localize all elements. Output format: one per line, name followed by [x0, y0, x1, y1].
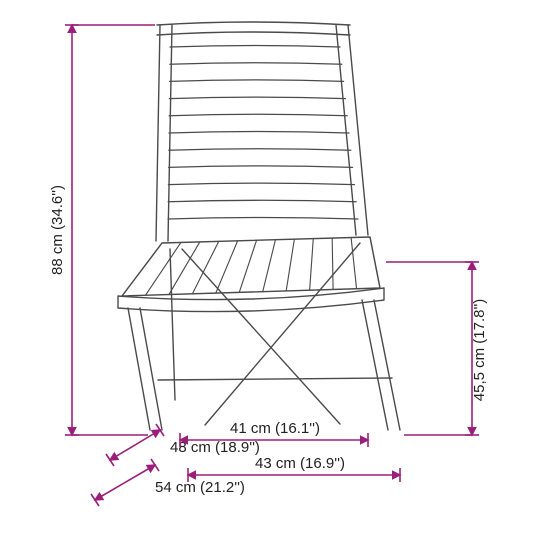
dim-label-height-total: 88 cm (34.6''): [49, 185, 66, 275]
chair-illustration: [118, 22, 400, 430]
dim-label-seat-height: 45,5 cm (17.8''): [471, 299, 488, 401]
dim-label-seat-width: 41 cm (16.1''): [230, 420, 320, 437]
dim-label-seat-depth: 48 cm (18.9''): [170, 439, 260, 456]
dim-line-depth-total: [95, 465, 155, 500]
chair-dimension-diagram: 88 cm (34.6'') 45,5 cm (17.8'') 48 cm (18.…: [0, 0, 540, 540]
dim-label-depth-total: 54 cm (21.2''): [155, 479, 245, 496]
dim-label-width-total: 43 cm (16.9''): [255, 455, 345, 472]
